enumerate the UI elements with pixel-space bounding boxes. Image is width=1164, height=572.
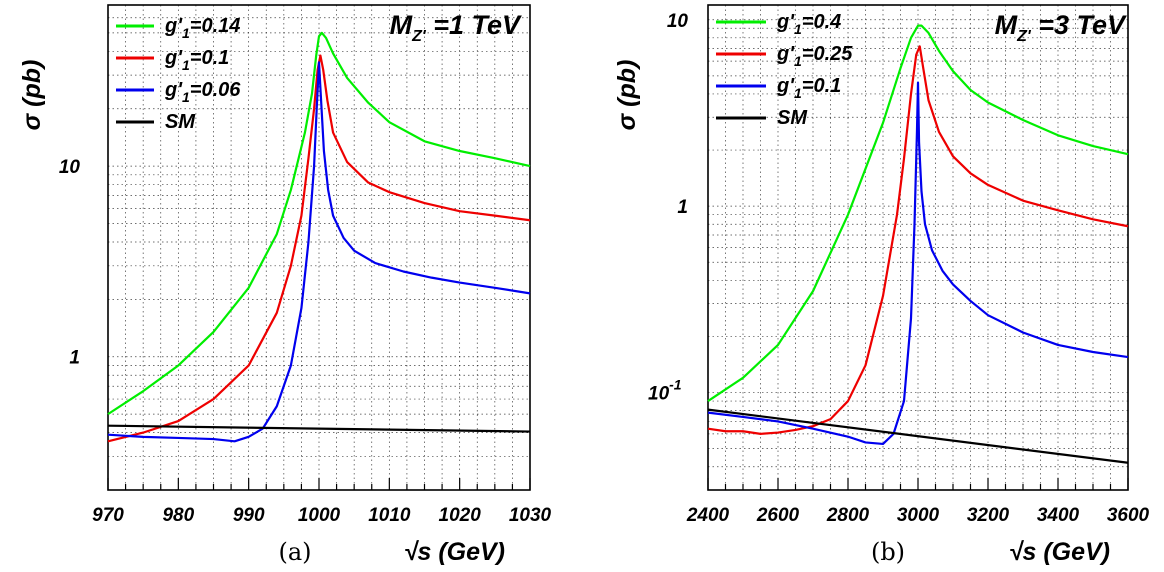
x-tick-label: 2400 (686, 505, 730, 526)
x-tick-label: 1020 (439, 505, 482, 526)
legend-label-main: g' (776, 75, 795, 97)
legend-label: SM (165, 111, 196, 133)
grid (107, 4, 531, 491)
x-tick-label: 980 (162, 505, 194, 526)
legend-label: g'1=0.14 (164, 15, 240, 41)
legend-label: g'1=0.4 (776, 11, 841, 37)
mass-annotation-rest: =3 TeV (1031, 10, 1127, 40)
legend-label-main: g' (164, 15, 183, 37)
legend-label-rest: =0.06 (190, 79, 241, 101)
legend-label-main: g' (776, 43, 795, 65)
y-tick-label: 10 (667, 11, 689, 32)
x-tick-label: 3600 (1107, 505, 1150, 526)
series-line-g-1-0-4 (707, 24, 1129, 402)
mass-annotation: MZ' =3 TeV (995, 10, 1127, 45)
mass-annotation: MZ' =1 TeV (390, 10, 522, 45)
series-line-sm (707, 408, 1129, 464)
x-axis-label: √s (GeV) (404, 538, 505, 566)
legend-label-sub: 1 (794, 53, 802, 69)
x-tick-label: 2800 (826, 505, 870, 526)
x-tick-label: 3200 (967, 505, 1010, 526)
legend-label-rest: =0.1 (802, 75, 841, 97)
x-tick-label: 1000 (298, 505, 341, 526)
legend-label-sub: 1 (794, 21, 802, 37)
x-tick-label: 970 (92, 505, 124, 526)
mass-annotation-sub: Z' (1016, 28, 1032, 45)
legend-label-main: SM (165, 111, 196, 133)
series-curves (107, 31, 531, 443)
y-tick-label: 10 (59, 157, 81, 178)
series-line-sm (107, 424, 531, 433)
panel-label: (b) (871, 538, 905, 566)
x-tick-label: 990 (233, 505, 265, 526)
legend: g'1=0.4g'1=0.25g'1=0.1SM (716, 11, 853, 129)
panel-a-chart: 970 980 990 1000 1010 1020 1030110g'1=0.14g'1=… (18, 4, 552, 566)
series-curves (707, 24, 1129, 464)
series-line-g-1-0-14 (107, 31, 531, 416)
legend-label: g'1=0.25 (776, 43, 853, 69)
legend-label-main: SM (777, 107, 808, 129)
x-tick-label: 1030 (509, 505, 552, 526)
mass-annotation-sub: Z' (411, 28, 427, 45)
series-line-g-1-0-25 (707, 45, 1129, 435)
legend-label-rest: =0.4 (802, 11, 841, 33)
legend-label-main: g' (164, 47, 183, 69)
legend-label-rest: =0.25 (802, 43, 853, 65)
series-line-g-1-0-06 (107, 61, 531, 443)
y-axis-label: σ (pb) (18, 60, 46, 131)
legend-label-sub: 1 (794, 85, 802, 101)
y-axis-label: σ (pb) (613, 60, 641, 131)
legend-label: SM (777, 107, 808, 129)
x-tick-label: 3000 (897, 505, 940, 526)
x-tick-label: 1010 (368, 505, 411, 526)
legend-label-rest: =0.1 (190, 47, 229, 69)
y-tick-label: 10-1 (648, 377, 682, 405)
panel-label: (a) (278, 538, 311, 566)
y-tick-label: 1 (677, 197, 688, 218)
legend-label-sub: 1 (182, 57, 190, 73)
legend-label-rest: =0.14 (190, 15, 241, 37)
legend-label-sub: 1 (182, 25, 190, 41)
y-tick-exponent: -1 (669, 377, 682, 393)
x-tick-label: 3400 (1037, 505, 1080, 526)
x-tick-label: 2600 (756, 505, 800, 526)
y-tick-label: 1 (69, 348, 80, 369)
x-axis-label: √s (GeV) (1009, 538, 1110, 566)
mass-annotation-main: M (995, 10, 1018, 40)
legend-label: g'1=0.1 (164, 47, 229, 73)
series-line-g-1-0-1 (707, 81, 1129, 446)
mass-annotation-main: M (390, 10, 413, 40)
legend-label-sub: 1 (182, 89, 190, 105)
legend-label-main: g' (776, 11, 795, 33)
legend-label: g'1=0.06 (164, 79, 241, 105)
mass-annotation-rest: =1 TeV (426, 10, 522, 40)
legend-label: g'1=0.1 (776, 75, 841, 101)
legend-label-main: g' (164, 79, 183, 101)
